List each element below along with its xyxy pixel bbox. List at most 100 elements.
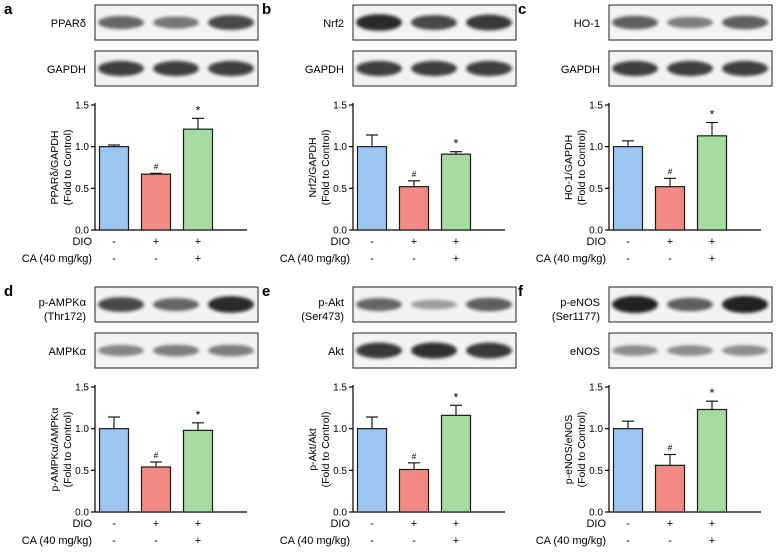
- blot-band: [208, 344, 254, 357]
- blot-band: [208, 296, 254, 313]
- blot-band: [153, 298, 199, 311]
- y-axis-title: p-AMPKα/AMPKα (Fold to Control): [49, 408, 74, 492]
- y-tick-label: 0.5: [589, 466, 603, 477]
- condition-label: DIO: [586, 236, 606, 248]
- condition-label: CA (40 mg/kg): [22, 253, 92, 265]
- blot-top-label-site: (Ser1177): [552, 311, 600, 323]
- condition-label: DIO: [586, 518, 606, 530]
- blot-bottom-label: GAPDH: [561, 64, 600, 76]
- y-tick-label: 0.5: [75, 466, 89, 477]
- y-axis-title-line1: p-AMPKα/AMPKα: [49, 408, 61, 492]
- y-axis-title: p-Akt/Akt (Fold to Control): [307, 412, 332, 488]
- blot-band: [411, 60, 457, 77]
- significance-mark: *: [710, 108, 715, 122]
- blot-band: [466, 14, 512, 31]
- significance-mark: *: [196, 103, 201, 117]
- y-tick-label: 1.0: [589, 424, 603, 435]
- y-axis-title-line2: (Fold to Control): [576, 130, 588, 206]
- bar: [356, 428, 388, 513]
- blot-bottom: [608, 332, 773, 369]
- bar: [696, 408, 728, 513]
- blot-band: [356, 342, 402, 359]
- blot-band: [612, 345, 658, 356]
- y-tick-label: 1.5: [75, 383, 89, 394]
- bar: [696, 135, 728, 231]
- significance-mark: #: [668, 166, 673, 176]
- blot-top: [352, 4, 517, 41]
- y-axis-title-line1: Nrf2/GAPDH: [307, 137, 319, 197]
- y-axis-title-line2: (Fold to Control): [62, 130, 74, 206]
- y-tick-label: 1.5: [333, 101, 347, 112]
- blot-band: [667, 16, 713, 29]
- condition-sign: +: [153, 236, 159, 248]
- blot-band: [411, 15, 457, 30]
- condition-sign: -: [112, 518, 116, 530]
- y-axis-title-line1: p-Akt/Akt: [307, 428, 319, 471]
- bar: [140, 466, 172, 513]
- y-tick-label: 0.0: [589, 508, 603, 519]
- bar: [98, 428, 130, 513]
- y-tick-label: 1.5: [75, 101, 89, 112]
- condition-sign: -: [370, 518, 374, 530]
- y-axis-title-line2: (Fold to Control): [62, 412, 74, 488]
- blot-bottom: [94, 50, 259, 87]
- panel-c: c HO-1 GAPDH 0.0 0.5 1.0 1.5 HO-1/GAPDH (Fold to…: [518, 1, 773, 265]
- y-tick-label: 0.0: [75, 226, 89, 237]
- panel-letter: c: [518, 1, 526, 18]
- blot-band: [667, 60, 713, 77]
- blot-band: [667, 297, 713, 312]
- panel-letter: b: [262, 1, 271, 18]
- condition-sign: -: [626, 236, 630, 248]
- condition-label: CA (40 mg/kg): [536, 535, 606, 547]
- condition-sign: +: [195, 236, 201, 248]
- significance-mark: #: [154, 450, 159, 460]
- condition-label: DIO: [330, 518, 350, 530]
- y-tick-label: 0.5: [75, 184, 89, 195]
- blot-band: [98, 16, 144, 29]
- significance-mark: #: [412, 451, 417, 461]
- bar: [612, 146, 644, 231]
- condition-sign: +: [453, 518, 459, 530]
- panel-b: b Nrf2 GAPDH 0.0 0.5 1.0 1.5 Nrf2/GAPDH (Fold to…: [262, 1, 517, 265]
- blot-band: [208, 60, 254, 77]
- blot-band: [466, 342, 512, 359]
- bar: [182, 128, 214, 231]
- condition-sign: -: [626, 535, 630, 547]
- y-axis-title-line1: HO-1/GAPDH: [563, 135, 575, 200]
- significance-mark: #: [668, 443, 673, 453]
- y-tick-label: 1.0: [589, 142, 603, 153]
- y-axis-title-line2: (Fold to Control): [576, 412, 588, 488]
- blot-top: [94, 4, 259, 41]
- blot-band: [722, 345, 768, 356]
- y-tick-label: 0.5: [333, 466, 347, 477]
- blot-band: [356, 14, 402, 31]
- blot-band: [722, 296, 768, 313]
- blot-top-label: HO-1: [574, 18, 600, 30]
- condition-label: CA (40 mg/kg): [22, 535, 92, 547]
- panel-letter: d: [4, 283, 13, 300]
- blot-band: [466, 297, 512, 312]
- bar: [612, 428, 644, 513]
- condition-sign: +: [195, 518, 201, 530]
- blot-bottom: [352, 50, 517, 87]
- y-tick-label: 1.5: [589, 383, 603, 394]
- condition-sign: +: [709, 535, 715, 547]
- condition-sign: +: [411, 236, 417, 248]
- blot-band: [612, 296, 658, 313]
- bar: [140, 173, 172, 231]
- blot-band: [98, 297, 144, 312]
- condition-sign: +: [195, 535, 201, 547]
- y-tick-label: 0.5: [333, 184, 347, 195]
- blot-band: [612, 60, 658, 77]
- blot-top-label-site: (Ser473): [301, 311, 344, 323]
- blot-band: [722, 60, 768, 77]
- blot-top-label: p-eNOS: [560, 297, 600, 309]
- bar: [356, 146, 388, 231]
- condition-sign: +: [667, 518, 673, 530]
- y-tick-label: 1.5: [333, 383, 347, 394]
- condition-sign: +: [153, 518, 159, 530]
- blot-bottom: [94, 332, 259, 369]
- condition-sign: -: [154, 253, 158, 265]
- condition-sign: +: [453, 535, 459, 547]
